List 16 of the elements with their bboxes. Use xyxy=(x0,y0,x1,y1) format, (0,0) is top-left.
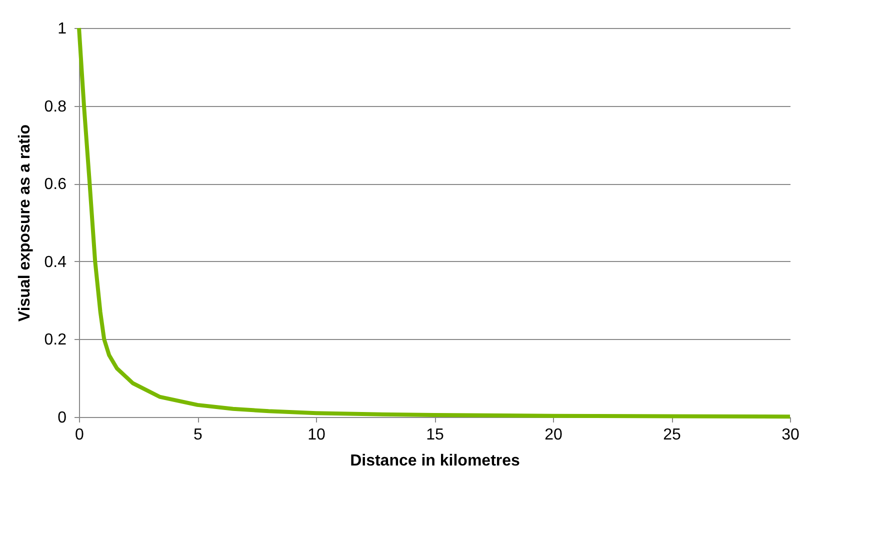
y-tick-label: 1 xyxy=(58,20,67,38)
x-tick-label: 15 xyxy=(426,426,444,444)
x-tick-label: 20 xyxy=(544,426,562,444)
y-tick-label: 0 xyxy=(58,410,67,426)
y-tick-label: 0.4 xyxy=(44,254,67,271)
y-tick-label: 0.8 xyxy=(44,98,67,116)
x-tick-label: 5 xyxy=(194,426,203,444)
x-tick-label: 25 xyxy=(663,426,681,444)
line-series xyxy=(77,26,792,419)
x-tick-label: 0 xyxy=(75,426,84,444)
x-tick-label: 10 xyxy=(308,426,326,444)
x-axis-title: Distance in kilometres xyxy=(350,452,520,470)
y-axis-title: Visual exposure as a ratio xyxy=(16,124,34,322)
y-tick-label: 0.2 xyxy=(44,332,67,349)
y-tick-label: 0.6 xyxy=(44,176,67,194)
x-tick-label: 30 xyxy=(782,426,800,444)
